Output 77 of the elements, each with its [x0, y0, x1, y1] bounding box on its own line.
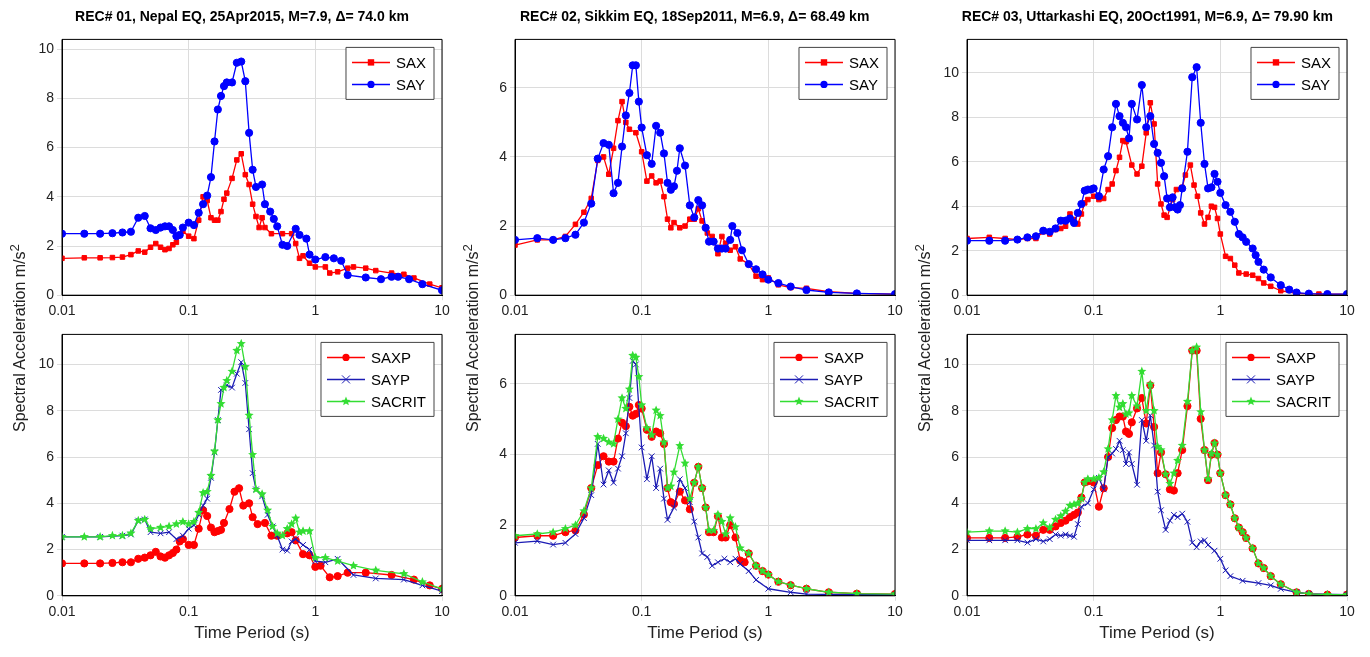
chart-title: REC# 03, Uttarkashi EQ, 20Oct1991, M=6.9, Δ= 79.90 km	[960, 8, 1334, 26]
x-tick-label: 10	[886, 603, 903, 620]
x-tick-label: 1	[764, 603, 773, 620]
y-tick-label: 8	[951, 108, 960, 125]
y-tick-label: 6	[46, 138, 55, 155]
y-tick-label: 10	[943, 355, 960, 372]
y-tick-label: 4	[46, 187, 55, 204]
y-tick-label: 2	[498, 516, 507, 533]
y-tick-label: 10	[38, 40, 55, 57]
x-tick-label: 0.1	[631, 302, 652, 319]
y-tick-label: 10	[943, 63, 960, 80]
x-tick-label: 0.01	[953, 603, 982, 620]
y-tick-label: 6	[498, 78, 507, 95]
y-tick-label: 2	[951, 241, 960, 258]
x-tick-label: 1	[1216, 302, 1225, 319]
x-tick-label: 0.1	[178, 302, 199, 319]
legend-label: SAY	[1301, 75, 1331, 93]
legend-label: SAY	[848, 75, 878, 93]
legend-label: SACRIT	[1276, 392, 1332, 410]
x-tick-label: 10	[434, 603, 450, 620]
y-tick-label: 4	[498, 147, 507, 164]
x-tick-label: 0.1	[1084, 603, 1104, 620]
y-tick-label: 0	[498, 286, 507, 303]
y-tick-label: 6	[46, 447, 55, 464]
x-tick-label: 10	[886, 302, 903, 319]
legend-label: SACRIT	[371, 392, 427, 410]
legend-label: SAXP	[823, 348, 864, 366]
legend-label: SAXP	[1276, 348, 1317, 366]
x-tick-label: 10	[1339, 302, 1356, 319]
y-tick-label: 2	[498, 216, 507, 233]
x-axis-title: Time Period (s)	[194, 623, 310, 643]
y-tick-label: 2	[46, 236, 55, 253]
y-tick-label: 4	[951, 197, 960, 214]
legend-label: SAYP	[371, 370, 410, 388]
x-tick-label: 0.1	[631, 603, 652, 620]
y-tick-label: 2	[46, 540, 55, 557]
x-tick-label: 0.01	[48, 302, 76, 319]
x-tick-label: 0.01	[501, 302, 529, 319]
y-tick-label: 6	[951, 447, 960, 464]
legend-label: SAYP	[1276, 370, 1316, 388]
x-tick-label: 0.01	[953, 302, 982, 319]
y-tick-label: 0	[498, 586, 507, 603]
y-tick-label: 0	[951, 586, 960, 603]
y-tick-label: 2	[951, 540, 960, 557]
x-tick-label: 1	[311, 603, 320, 620]
x-tick-label: 1	[311, 302, 320, 319]
x-tick-label: 0.01	[501, 603, 529, 620]
chart-title: REC# 01, Nepal EQ, 25Apr2015, M=7.9, Δ= 74.0 km	[74, 8, 410, 26]
y-tick-label: 0	[46, 586, 55, 603]
x-axis-title: Time Period (s)	[646, 623, 763, 643]
y-tick-label: 4	[951, 494, 960, 511]
y-tick-label: 8	[46, 89, 55, 106]
legend-label: SAX	[848, 53, 879, 71]
legend-label: SAXP	[371, 348, 412, 366]
legend-label: SAY	[395, 75, 425, 93]
legend-label: SACRIT	[823, 392, 879, 410]
y-tick-label: 8	[951, 401, 960, 418]
x-tick-label: 0.1	[178, 603, 199, 620]
y-tick-label: 10	[38, 355, 55, 372]
legend-label: SAYP	[823, 370, 863, 388]
chart-title: REC# 02, Sikkim EQ, 18Sep2011, M=6.9, Δ= 68.49 km	[518, 8, 871, 26]
legend-label: SAX	[395, 53, 426, 71]
y-tick-label: 4	[498, 445, 507, 462]
y-tick-label: 0	[951, 286, 960, 303]
x-tick-label: 10	[434, 302, 450, 319]
x-tick-label: 10	[1339, 603, 1356, 620]
x-tick-label: 1	[1216, 603, 1225, 620]
y-tick-label: 8	[46, 401, 55, 418]
y-tick-label: 4	[46, 494, 55, 511]
y-tick-label: 0	[46, 286, 55, 303]
x-tick-label: 0.01	[48, 603, 76, 620]
x-axis-title: Time Period (s)	[1099, 623, 1216, 643]
y-tick-label: 6	[951, 152, 960, 169]
legend-label: SAX	[1301, 53, 1332, 71]
y-tick-label: 6	[498, 374, 507, 391]
x-tick-label: 1	[764, 302, 773, 319]
x-tick-label: 0.1	[1084, 302, 1104, 319]
